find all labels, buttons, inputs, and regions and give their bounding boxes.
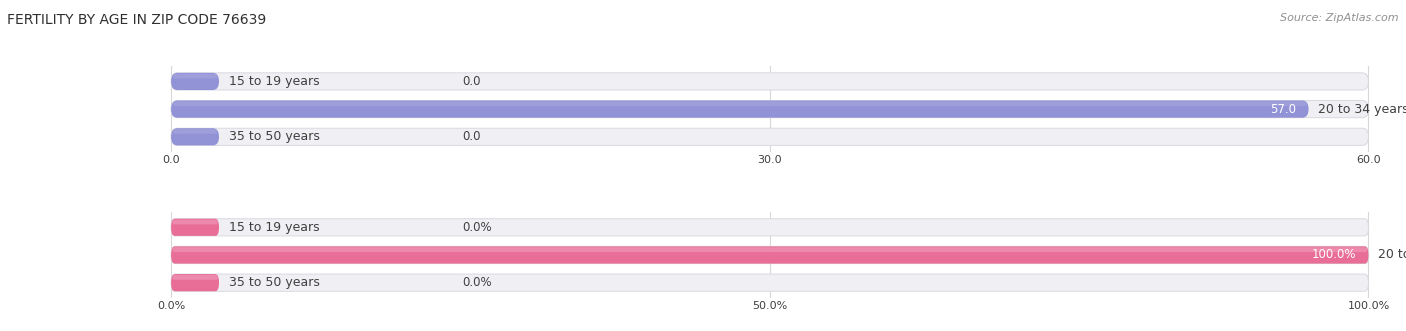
Text: 0.0%: 0.0% <box>463 221 492 234</box>
FancyBboxPatch shape <box>172 219 218 224</box>
FancyBboxPatch shape <box>172 219 1368 236</box>
Text: 0.0: 0.0 <box>463 75 481 88</box>
Text: 0.0: 0.0 <box>463 130 481 143</box>
FancyBboxPatch shape <box>172 275 218 280</box>
FancyBboxPatch shape <box>172 246 1368 263</box>
Text: 20 to 34 years: 20 to 34 years <box>1378 249 1406 261</box>
FancyBboxPatch shape <box>172 128 219 145</box>
Text: 57.0: 57.0 <box>1271 103 1296 116</box>
Text: 100.0%: 100.0% <box>1312 249 1357 261</box>
FancyBboxPatch shape <box>172 246 1368 263</box>
FancyBboxPatch shape <box>172 274 1368 291</box>
FancyBboxPatch shape <box>172 274 219 291</box>
FancyBboxPatch shape <box>172 128 1368 145</box>
FancyBboxPatch shape <box>173 101 1306 106</box>
FancyBboxPatch shape <box>172 101 1368 118</box>
Text: 35 to 50 years: 35 to 50 years <box>229 130 319 143</box>
FancyBboxPatch shape <box>172 101 1309 118</box>
FancyBboxPatch shape <box>173 129 217 134</box>
Text: 0.0%: 0.0% <box>463 276 492 289</box>
Text: Source: ZipAtlas.com: Source: ZipAtlas.com <box>1281 13 1399 23</box>
Text: 15 to 19 years: 15 to 19 years <box>229 221 319 234</box>
FancyBboxPatch shape <box>173 74 217 78</box>
FancyBboxPatch shape <box>172 73 219 90</box>
FancyBboxPatch shape <box>172 247 1368 252</box>
Text: 35 to 50 years: 35 to 50 years <box>229 276 319 289</box>
FancyBboxPatch shape <box>172 219 219 236</box>
FancyBboxPatch shape <box>172 73 1368 90</box>
Text: FERTILITY BY AGE IN ZIP CODE 76639: FERTILITY BY AGE IN ZIP CODE 76639 <box>7 13 266 27</box>
Text: 20 to 34 years: 20 to 34 years <box>1319 103 1406 116</box>
Text: 15 to 19 years: 15 to 19 years <box>229 75 319 88</box>
